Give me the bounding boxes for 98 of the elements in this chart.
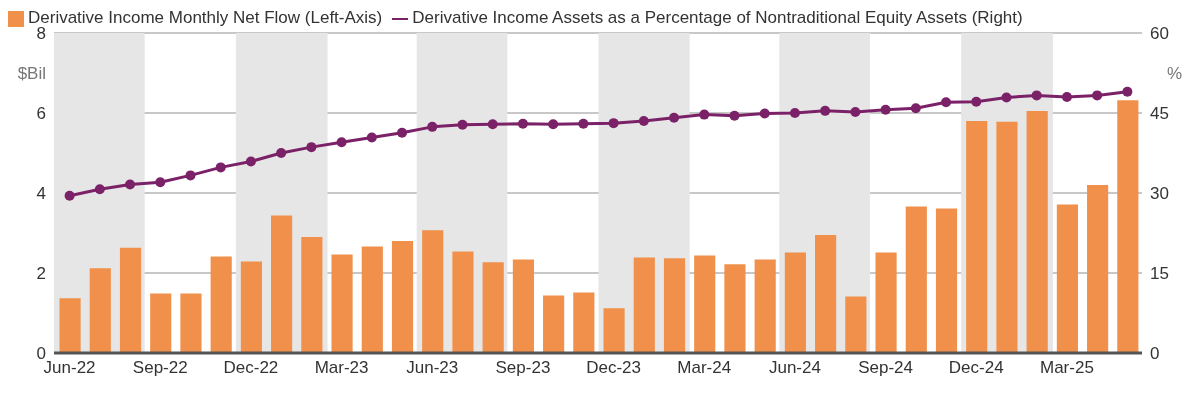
x-tick-label: Jun-23 xyxy=(406,358,459,378)
y-tick-label: 4 xyxy=(36,184,46,204)
x-tick-label: Mar-25 xyxy=(1040,358,1094,378)
x-tick-label: Dec-22 xyxy=(223,358,279,378)
y-tick-label: 6 xyxy=(36,104,46,124)
point xyxy=(397,127,408,138)
bar xyxy=(543,295,565,353)
bar xyxy=(573,292,595,353)
bar xyxy=(784,252,806,353)
bar xyxy=(875,252,897,353)
y2-tick-label: 0 xyxy=(1150,344,1160,364)
point xyxy=(850,106,861,117)
point xyxy=(457,119,468,130)
point xyxy=(578,118,589,129)
bar xyxy=(935,208,958,353)
bar xyxy=(754,259,776,353)
y-tick-label: 2 xyxy=(36,264,46,284)
point xyxy=(125,179,136,190)
x-tick-label: Dec-24 xyxy=(948,358,1004,378)
bar xyxy=(663,258,686,353)
point xyxy=(1092,90,1103,101)
bar xyxy=(422,230,444,353)
bar xyxy=(1117,100,1139,353)
bar xyxy=(633,257,655,353)
bar xyxy=(180,293,202,353)
bar xyxy=(89,268,111,353)
bar xyxy=(271,215,293,353)
point xyxy=(487,119,498,130)
x-tick-label: Dec-23 xyxy=(586,358,641,378)
point xyxy=(64,190,75,201)
point xyxy=(941,97,952,108)
point xyxy=(608,118,619,129)
y-tick-label: 0 xyxy=(36,344,46,364)
point xyxy=(155,177,166,188)
bar xyxy=(694,255,716,353)
point xyxy=(1122,86,1133,97)
x-tick-label: Jun-24 xyxy=(768,358,821,378)
bar xyxy=(512,259,534,353)
bar xyxy=(331,254,353,353)
bar xyxy=(210,256,232,353)
y2-axis-title: % xyxy=(1165,64,1182,84)
bar xyxy=(452,251,474,353)
point xyxy=(789,108,800,118)
point xyxy=(1031,90,1042,101)
point xyxy=(336,137,347,148)
bar xyxy=(905,206,927,353)
bar xyxy=(966,121,988,353)
bar xyxy=(845,296,867,353)
x-tick-label: Sep-23 xyxy=(495,358,551,378)
legend-label: Derivative Income Assets as a Percentage of Nontraditional Equity Assets (Right) xyxy=(412,8,1023,27)
point xyxy=(215,162,226,173)
bar xyxy=(1026,111,1048,353)
point xyxy=(366,132,377,143)
point xyxy=(669,112,680,123)
x-tick-label: Mar-24 xyxy=(677,358,732,378)
point xyxy=(517,118,528,129)
x-tick-label: Sep-24 xyxy=(858,358,914,378)
y2-tick-label: 60 xyxy=(1150,24,1169,44)
bar xyxy=(815,235,837,353)
point xyxy=(1001,92,1012,103)
x-tick-label: Mar-23 xyxy=(314,358,369,378)
bar xyxy=(724,264,746,353)
bar xyxy=(119,247,142,353)
bar xyxy=(150,293,172,353)
y2-tick-label: 30 xyxy=(1150,184,1169,204)
legend-label: Derivative Income Monthly Net Flow (Left-Axis) xyxy=(28,8,383,27)
point xyxy=(245,156,256,167)
point xyxy=(276,148,287,158)
bar xyxy=(1087,185,1109,353)
point xyxy=(729,110,740,121)
bar xyxy=(240,261,262,353)
point xyxy=(759,108,770,119)
y-axis-title: $Bil xyxy=(16,64,46,84)
y2-tick-label: 15 xyxy=(1150,264,1169,284)
point xyxy=(427,121,438,132)
point xyxy=(548,119,559,130)
point xyxy=(638,116,649,126)
point xyxy=(820,105,831,116)
point xyxy=(699,109,710,120)
bar xyxy=(391,241,414,353)
x-tick-label: Jun-22 xyxy=(43,358,96,378)
point xyxy=(94,184,105,195)
bar xyxy=(361,246,383,353)
y-tick-label: 8 xyxy=(36,24,46,44)
point xyxy=(910,103,921,114)
bar xyxy=(603,308,625,353)
point xyxy=(1061,92,1072,102)
bar xyxy=(482,262,504,353)
bar xyxy=(996,121,1018,353)
bar xyxy=(59,298,81,353)
y2-tick-label: 45 xyxy=(1150,104,1169,124)
point xyxy=(306,142,317,153)
point xyxy=(880,104,891,115)
bar xyxy=(301,237,323,353)
point xyxy=(971,96,982,107)
point xyxy=(185,170,196,181)
bar xyxy=(1056,204,1078,353)
x-tick-label: Sep-22 xyxy=(132,358,188,378)
